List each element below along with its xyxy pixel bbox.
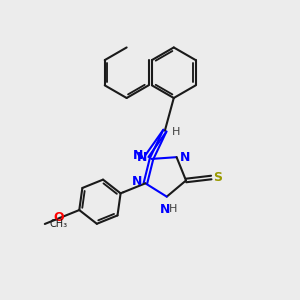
Text: N: N xyxy=(133,149,143,162)
Text: CH₃: CH₃ xyxy=(49,219,68,229)
Text: N: N xyxy=(137,151,148,164)
Text: N: N xyxy=(160,202,170,216)
Text: N: N xyxy=(180,151,190,164)
Text: N: N xyxy=(131,175,142,188)
Text: H: H xyxy=(169,204,178,214)
Text: O: O xyxy=(53,211,64,224)
Text: S: S xyxy=(213,171,222,184)
Text: H: H xyxy=(172,127,181,137)
